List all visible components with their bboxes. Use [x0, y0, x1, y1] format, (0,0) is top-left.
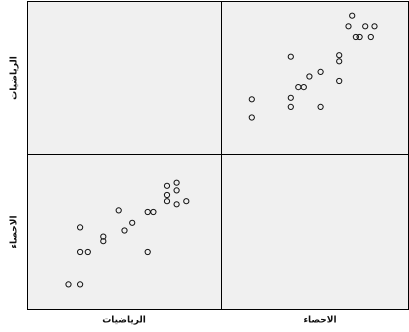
scatter-point-panel0-6 — [300, 84, 307, 91]
scatter-point-panel0-7 — [306, 73, 313, 80]
scatter-point-panel1-12 — [150, 208, 157, 216]
scatter-point-panel0-13 — [345, 23, 352, 30]
scatter-point-panel0-2 — [287, 103, 294, 111]
panel-top-right — [221, 1, 409, 155]
row-label-top: الرياضيات — [10, 56, 20, 100]
col-label-left: الرياضيات — [102, 316, 146, 326]
scatter-point-panel0-11 — [336, 58, 343, 65]
scatter-point-panel0-18 — [367, 33, 374, 41]
scatter-point-panel0-12 — [336, 52, 343, 59]
scatter-point-panel0-14 — [349, 12, 356, 19]
scatter-point-panel1-7 — [115, 207, 122, 214]
panel-top-left — [27, 1, 222, 155]
panel-bottom-right — [221, 154, 409, 310]
scatter-point-panel1-4 — [84, 248, 91, 256]
scatter-point-panel1-17 — [173, 187, 180, 194]
scatter-point-panel1-3 — [77, 224, 84, 231]
row-label-bottom: الاحصاء — [10, 215, 20, 248]
scatter-point-panel1-9 — [129, 219, 136, 226]
scatter-point-panel1-1 — [77, 281, 84, 288]
scatter-point-panel1-8 — [121, 227, 128, 234]
scatter-point-panel0-15 — [352, 33, 359, 41]
col-label-right: الاحصاء — [303, 316, 336, 326]
points-layer — [65, 12, 378, 288]
scatter-point-panel0-8 — [317, 103, 324, 111]
scatter-point-panel0-1 — [248, 96, 255, 103]
scatter-point-panel1-10 — [144, 248, 151, 256]
scatter-point-panel1-6 — [100, 233, 107, 240]
scatter-point-panel1-19 — [183, 198, 190, 205]
scatter-point-panel1-0 — [65, 281, 72, 288]
scatter-point-panel1-5 — [100, 238, 107, 245]
scatter-point-panel1-16 — [173, 201, 180, 208]
scatter-point-panel1-11 — [144, 208, 151, 216]
panel-bottom-left — [27, 154, 222, 310]
scatter-point-panel0-10 — [336, 77, 343, 85]
scatter-point-panel0-0 — [248, 114, 255, 121]
scatter-point-panel1-2 — [77, 248, 84, 256]
scatter-point-panel1-18 — [173, 179, 180, 186]
scatter-point-panel0-16 — [356, 33, 363, 41]
scatter-point-panel0-19 — [371, 23, 378, 30]
scatter-point-panel1-15 — [163, 182, 171, 189]
scatter-point-panel0-4 — [287, 53, 294, 60]
scatter-point-panel1-14 — [163, 191, 171, 199]
scatter-point-panel1-13 — [163, 198, 171, 205]
scatter-point-panel0-9 — [317, 68, 324, 76]
scatter-point-panel0-3 — [287, 94, 294, 101]
scatter-point-panel0-17 — [362, 23, 369, 30]
